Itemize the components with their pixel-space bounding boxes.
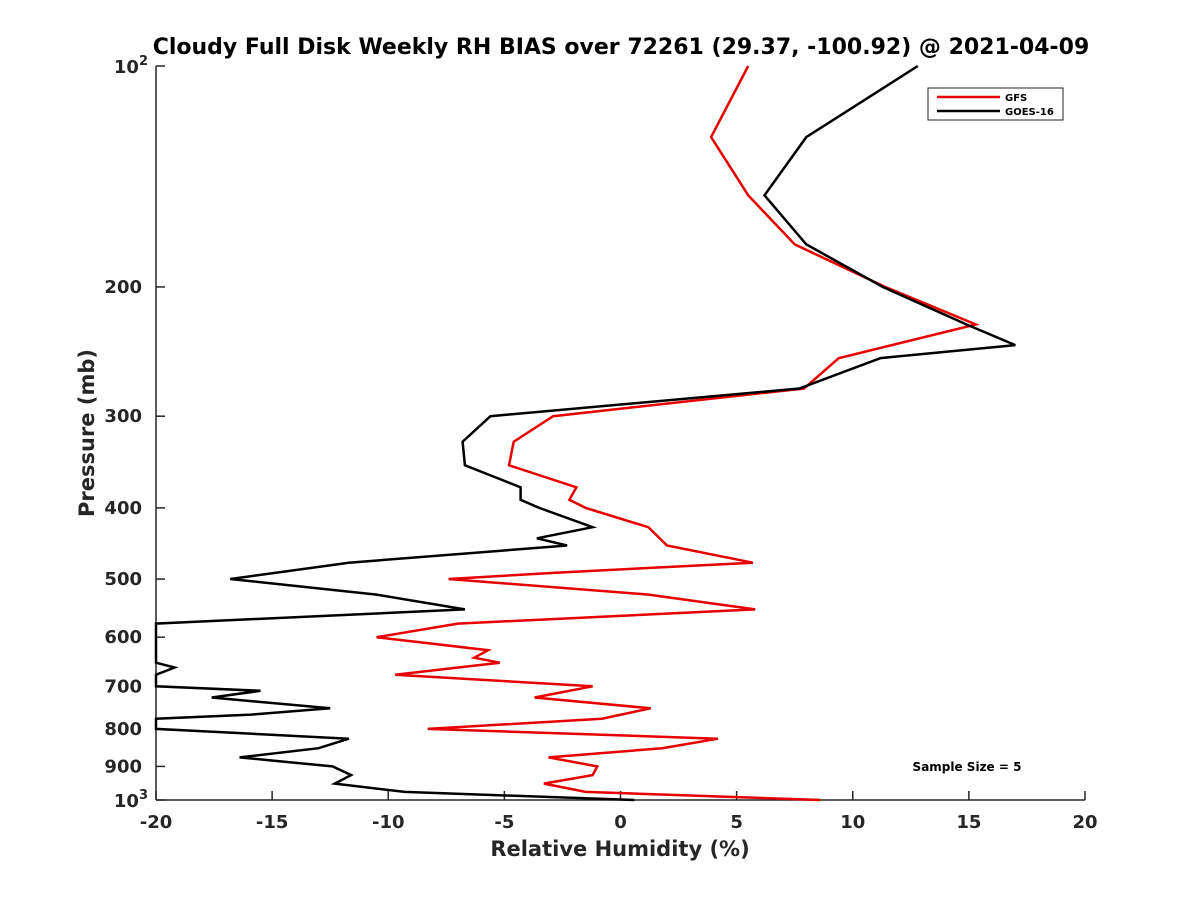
y-tick-label: 600 — [104, 627, 142, 648]
legend-label-gfs: GFS — [1005, 93, 1027, 104]
legend: GFS GOES-16 — [927, 87, 1064, 121]
x-tick-label: 20 — [1072, 812, 1097, 833]
sample-size-annotation: Sample Size = 5 — [913, 760, 1022, 774]
x-ticks: -20 -15 -10 -5 0 5 10 15 20 — [140, 791, 1098, 833]
x-tick-label: -10 — [372, 812, 405, 833]
series-lines — [154, 64, 1016, 802]
y-tick-label: 900 — [104, 756, 142, 777]
x-tick-label: -5 — [494, 812, 514, 833]
x-tick-label: -15 — [256, 812, 289, 833]
x-tick-label: 10 — [840, 812, 865, 833]
x-tick-label: -20 — [140, 812, 173, 833]
y-ticks: 102 200 300 400 500 600 700 800 900 103 — [104, 54, 165, 812]
axes — [155, 66, 1085, 801]
y-tick-label: 103 — [114, 788, 148, 812]
x-tick-label: 15 — [956, 812, 981, 833]
chart-title: Cloudy Full Disk Weekly RH BIAS over 722… — [153, 35, 1090, 60]
legend-label-goes-16: GOES-16 — [1005, 107, 1054, 118]
y-tick-label: 200 — [104, 277, 142, 298]
series-line-goes-16 — [154, 64, 1016, 802]
x-axis-label: Relative Humidity (%) — [490, 837, 749, 861]
y-axis-label: Pressure (mb) — [75, 349, 99, 517]
y-tick-label: 300 — [104, 406, 142, 427]
x-tick-label: 5 — [730, 812, 743, 833]
y-tick-label: 500 — [104, 569, 142, 590]
y-tick-label: 400 — [104, 498, 142, 519]
legend-box — [927, 87, 1064, 121]
x-tick-label: 0 — [614, 812, 627, 833]
series-line-gfs — [376, 65, 980, 802]
y-tick-label: 102 — [114, 54, 148, 78]
y-tick-label: 700 — [104, 676, 142, 697]
y-tick-label: 800 — [104, 719, 142, 740]
